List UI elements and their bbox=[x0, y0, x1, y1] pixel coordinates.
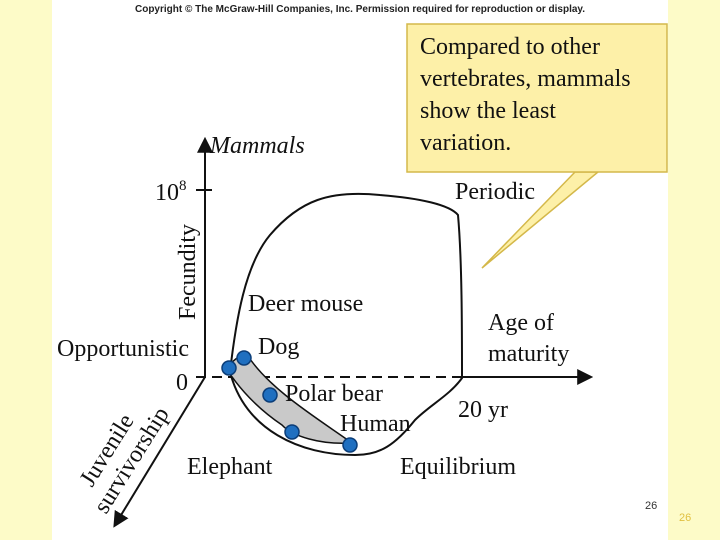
y-axis-label: Fecundity bbox=[175, 224, 201, 320]
point-human bbox=[284, 424, 300, 440]
point-deer-mouse bbox=[221, 360, 237, 376]
point-dog bbox=[236, 350, 252, 366]
point-label: Polar bear bbox=[285, 381, 383, 407]
x-axis-label-2: maturity bbox=[488, 341, 569, 367]
opportunistic-label: Opportunistic bbox=[57, 336, 189, 362]
page-number: 26 bbox=[679, 512, 691, 524]
callout-box bbox=[406, 23, 668, 173]
point-label: Elephant bbox=[187, 454, 273, 480]
callout-line: show the least bbox=[420, 98, 556, 124]
z-axis bbox=[113, 376, 206, 528]
point-elephant bbox=[342, 437, 358, 453]
point-polar-bear bbox=[262, 387, 278, 403]
point-label: Deer mouse bbox=[248, 291, 363, 317]
mammal-envelope bbox=[228, 192, 464, 457]
page-number: 26 bbox=[645, 500, 657, 512]
equilibrium-label: Equilibrium bbox=[400, 454, 516, 480]
y-top-label: 108 bbox=[155, 178, 187, 206]
callout-text: Compared to other vertebrates, mammals sho… bbox=[420, 34, 631, 156]
point-label: Dog bbox=[258, 334, 299, 360]
periodic-label: Periodic bbox=[455, 179, 535, 205]
callout-line: vertebrates, mammals bbox=[420, 66, 631, 92]
point-label: Human bbox=[340, 411, 411, 437]
diagram-title: Mammals bbox=[209, 133, 305, 159]
origin-label: 0 bbox=[176, 370, 188, 396]
x-end-label: 20 yr bbox=[458, 397, 508, 423]
callout-line: Compared to other bbox=[420, 34, 600, 60]
x-axis-label-1: Age of bbox=[488, 310, 554, 336]
copyright: Copyright © The McGraw-Hill Companies, I… bbox=[135, 4, 585, 15]
callout-line: variation. bbox=[420, 130, 511, 156]
